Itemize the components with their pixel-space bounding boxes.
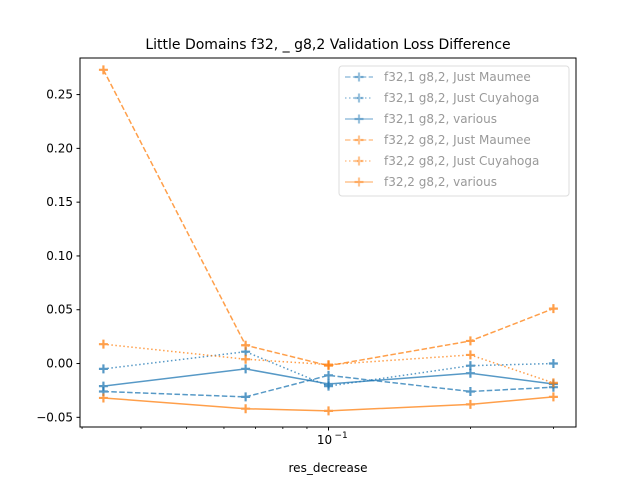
data-point [465,361,475,371]
data-point [241,340,251,350]
series-5 [98,339,558,388]
axes-layer: −0.05 0.00 0.05 0.10 0.15 0.20 0.25 10 −1 [36,57,577,447]
data-point [465,368,475,378]
data-point [241,404,251,414]
data-point [324,360,334,370]
data-point [324,379,334,389]
data-point [465,386,475,396]
legend-label: f32,1 g8,2, Just Maumee [384,70,531,84]
legend-marker [354,135,364,145]
y-tick-label: 0.15 [46,195,73,209]
legend-marker [354,156,364,166]
legend-label: f32,1 g8,2, various [384,112,497,126]
data-point [465,350,475,360]
legend-entry: f32,1 g8,2, Just Cuyahoga [345,91,539,105]
x-tick-label: 10 [317,433,332,447]
series-line [103,374,554,398]
legend-label: f32,1 g8,2, Just Cuyahoga [384,91,539,105]
data-point [98,381,108,391]
data-point [548,359,558,369]
legend-entry: f32,2 g8,2, various [345,175,497,189]
legend-marker [354,177,364,187]
series-line [103,343,554,384]
plot-frame [79,57,577,428]
legend-entry: f32,1 g8,2, Just Maumee [345,70,531,84]
data-point [548,378,558,388]
chart-title: Little Domains f32, _ g8,2 Validation Lo… [145,37,510,53]
legend-label: f32,2 g8,2, Just Cuyahoga [384,154,539,168]
data-point [98,65,108,75]
data-point [98,393,108,403]
legend-entry: f32,2 g8,2, Just Cuyahoga [345,154,539,168]
data-point [98,339,108,349]
data-point [548,304,558,314]
data-point [98,364,108,374]
data-point [465,399,475,409]
x-axis-label: res_decrease [289,461,368,475]
data-point [324,406,334,416]
y-tick-label: 0.00 [46,357,73,371]
y-tick-label: 0.05 [46,303,73,317]
data-point [241,354,251,364]
data-point [548,392,558,402]
data-point [465,336,475,346]
legend-entry: f32,2 g8,2, Just Maumee [345,133,531,147]
y-tick-label: 0.10 [46,249,73,263]
series-6 [98,392,558,416]
series-layer [98,65,558,416]
legend: f32,1 g8,2, Just Maumee f32,1 g8,2, Just … [338,65,570,197]
legend-marker [354,72,364,82]
legend-label: f32,2 g8,2, Just Maumee [384,133,531,147]
data-point [324,370,334,380]
legend-marker [354,114,364,124]
legend-label: f32,2 g8,2, various [384,175,497,189]
y-tick-label: 0.20 [46,141,73,155]
legend-entry: f32,1 g8,2, various [345,112,497,126]
x-tick-exponent: −1 [335,431,348,441]
y-tick-label: 0.25 [46,88,73,102]
y-tick-label: −0.05 [36,410,73,424]
legend-marker [354,93,364,103]
legend-box [338,65,570,197]
data-point [241,364,251,374]
data-point [241,392,251,402]
